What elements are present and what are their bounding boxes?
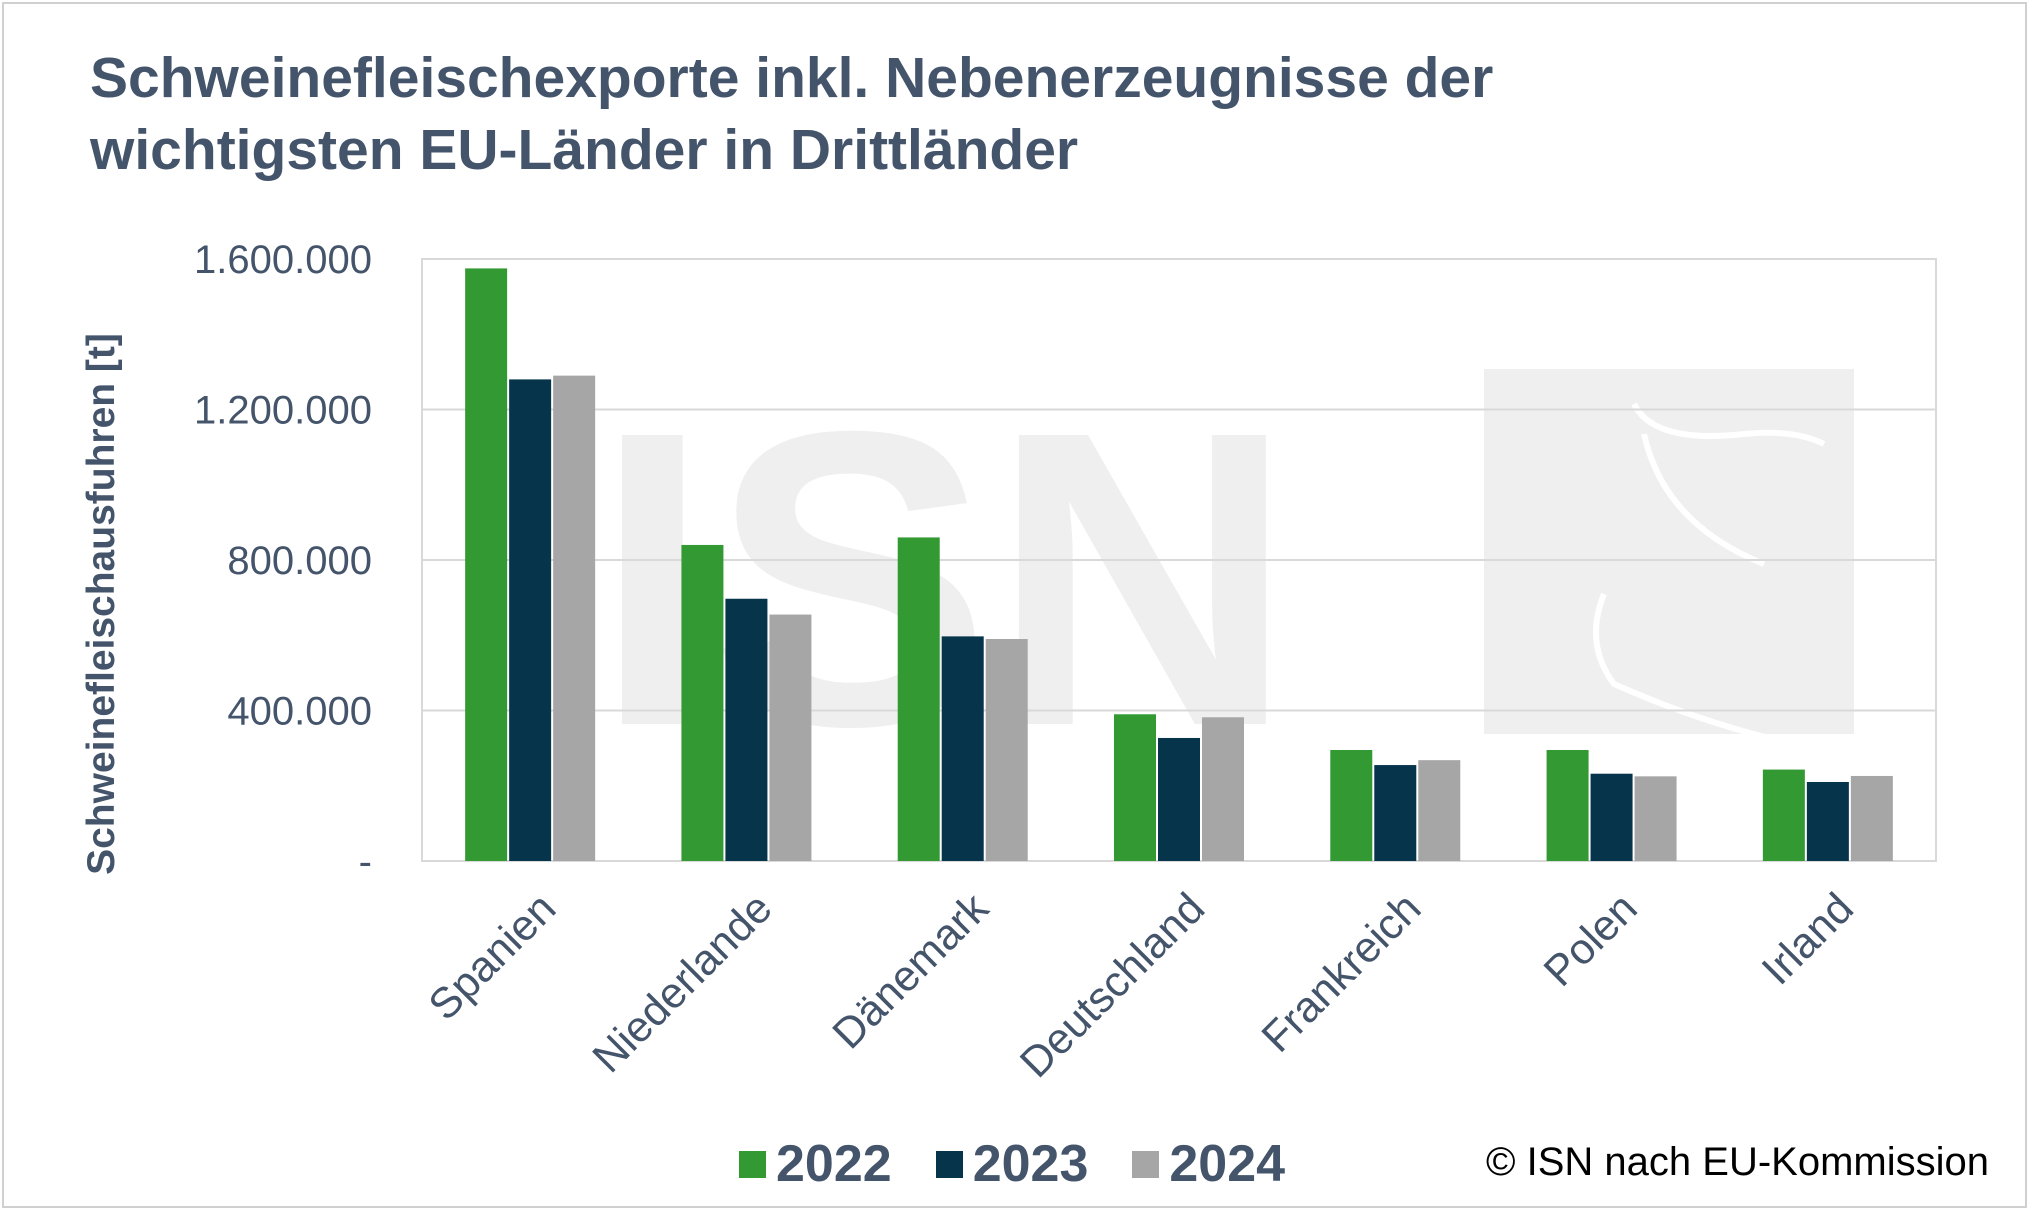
x-tick-label: Frankreich [1253, 884, 1431, 1062]
bar-2024-spanien [553, 375, 596, 861]
bar-2023-deutschland [1158, 737, 1200, 861]
bar-2023-irland [1806, 781, 1849, 861]
x-tick-label: Spanien [420, 884, 566, 1030]
bar-2024-niederlande [769, 614, 812, 861]
bars [465, 268, 1893, 861]
bar-2023-frankreich [1374, 765, 1417, 861]
x-tick-label: Polen [1535, 884, 1647, 996]
y-tick-label: 1.600.000 [194, 238, 372, 282]
bar-2022-niederlande [681, 544, 724, 861]
watermark-block [1484, 369, 1854, 734]
legend-label-2022: 2022 [776, 1135, 892, 1193]
y-axis-label: Schweinefleischausfuhren [t] [80, 333, 123, 875]
legend-swatch-2024 [1132, 1150, 1160, 1178]
x-tick-label: Dänemark [824, 884, 999, 1059]
legend: 2022 2023 2024 [739, 1132, 1329, 1196]
x-tick-label: Deutschland [1011, 884, 1214, 1087]
bar-2023-spanien [509, 379, 552, 861]
bar-2022-frankreich [1330, 750, 1373, 861]
bar-2024-polen [1634, 776, 1677, 861]
bar-2022-deutschland [1114, 714, 1156, 861]
source-note: © ISN nach EU-Kommission [1486, 1140, 1989, 1184]
bar-2023-dänemark [941, 636, 984, 861]
legend-label-2024: 2024 [1169, 1135, 1286, 1193]
y-tick-label: - [359, 840, 372, 884]
y-tick-label: 1.200.000 [194, 389, 372, 433]
legend-item-2022: 2022 [739, 1134, 892, 1194]
bar-2022-spanien [465, 268, 508, 861]
legend-item-2024: 2024 [1132, 1134, 1285, 1194]
bar-2024-irland [1850, 775, 1893, 861]
chart-title: Schweinefleischexporte inkl. Nebenerzeug… [90, 46, 1494, 182]
y-axis: - 400.000 800.000 1.200.000 1.600.000 [194, 238, 372, 884]
y-tick-label: 400.000 [227, 690, 372, 734]
bar-2023-niederlande [725, 598, 768, 861]
bar-2022-polen [1546, 750, 1589, 861]
bar-2024-dänemark [985, 639, 1028, 861]
legend-label-2023: 2023 [972, 1135, 1089, 1193]
legend-swatch-2022 [739, 1150, 766, 1178]
pig-outline-icon [1593, 402, 1826, 747]
bar-2022-dänemark [897, 537, 940, 861]
x-tick-label: Niederlande [584, 884, 782, 1082]
legend-item-2023: 2023 [935, 1134, 1089, 1194]
bar-2023-polen [1590, 773, 1633, 861]
bar-2024-deutschland [1202, 717, 1244, 861]
y-tick-label: 800.000 [227, 539, 372, 583]
x-tick-label: Irland [1753, 884, 1863, 994]
legend-swatch-2023 [935, 1150, 963, 1178]
bar-2022-irland [1762, 769, 1805, 861]
bar-2024-frankreich [1418, 760, 1461, 861]
x-axis: Spanien Niederlande Dänemark Deutschland Fra… [420, 884, 1863, 1087]
